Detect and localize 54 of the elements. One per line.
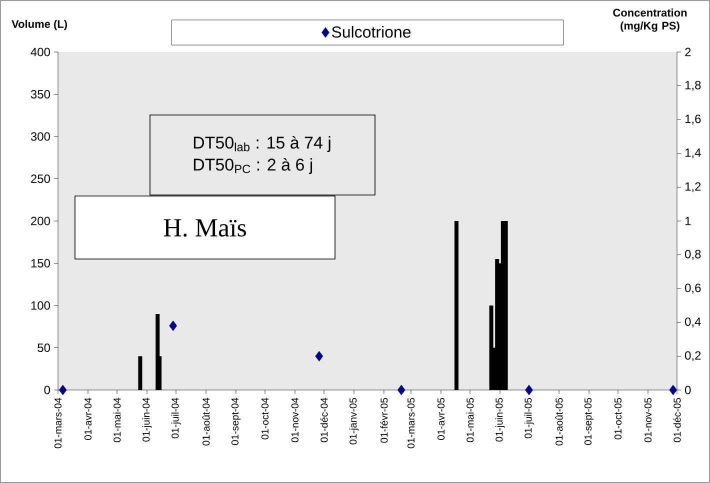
x-tick-label: 01-mai-04	[113, 398, 121, 442]
y-tick-label: 200	[31, 216, 50, 226]
annotation: H. Maïs	[164, 219, 246, 237]
x-tick-label: 01-avr-05	[437, 398, 445, 440]
x-tick-label: 01-juin-04	[142, 398, 152, 442]
x-tick-label: 01-sept-04	[231, 398, 240, 445]
x-tick-label: 01-oct-05	[614, 398, 622, 440]
x-tick-label: 01-févr-05	[380, 398, 388, 443]
y2-tick-label: 1,2	[685, 182, 701, 192]
y2-tick-label: 0	[685, 386, 691, 394]
x-tick-label: 01-oct-04	[261, 398, 269, 440]
x-tick-label: 01-août-05	[555, 398, 563, 446]
x-tick-label: 01-nov-05	[644, 398, 652, 442]
y-tick-label: 50	[38, 344, 50, 352]
point	[58, 384, 67, 396]
y2-tick-label: 2	[685, 48, 691, 56]
x-tick-label: 01-juin-05	[495, 398, 505, 442]
y2-tick-label: 0,2	[685, 351, 701, 362]
x-tick-label: 01-mai-05	[466, 398, 474, 442]
y2-tick-label: 1,8	[685, 80, 701, 91]
y2-axis-title: Concentration (mg/Kg PS)	[613, 8, 687, 32]
point	[397, 384, 406, 396]
y2-tick-label: 1,6	[685, 114, 701, 125]
x-tick-label: 01-juil-05	[524, 398, 534, 438]
y-tick-label: 100	[31, 301, 50, 310]
x-tick-label: 01-juil-04	[171, 398, 181, 438]
y-tick-label: 150	[31, 259, 50, 268]
x-tick-label: 01-sept-05	[584, 398, 594, 445]
x-tick-label: 01-déc-04	[320, 398, 328, 442]
y2-tick-label: 1	[685, 216, 691, 226]
y2-tick-label: 0,4	[685, 317, 701, 328]
point	[525, 384, 533, 396]
y-tick-label: 300	[30, 132, 50, 141]
x-tick-label: 01-avr-04	[84, 398, 92, 440]
y-tick-label: 250	[31, 174, 50, 184]
annotation: DT50$_{lab}$ : 15 à 74 j	[194, 136, 330, 152]
legend-label: Sulcotrione	[332, 26, 411, 38]
x-tick-label: 01-nov-04	[291, 398, 298, 442]
y-tick-label: 0	[44, 386, 50, 394]
x-tick-label: 01-janv-05	[349, 398, 359, 444]
x-tick-label: 01-mars-04	[54, 398, 62, 448]
y2-tick-label: 0,6	[685, 284, 701, 294]
annotation: DT50$_{PC}$ : 2 à 6 j	[194, 158, 312, 174]
y2-tick-label: 1,4	[685, 148, 701, 158]
point	[669, 384, 678, 396]
y2-tick-label: 0,8	[685, 250, 701, 260]
point	[315, 351, 324, 362]
x-tick-label: 01-mars-05	[407, 398, 415, 448]
y-tick-label: 400	[30, 48, 50, 56]
x-tick-label: 01-août-04	[202, 398, 210, 446]
y-axis-title: Volume (L)	[12, 20, 67, 30]
x-tick-label: 01-déc-05	[673, 398, 681, 442]
y-tick-label: 350	[30, 90, 50, 99]
point	[169, 320, 178, 331]
